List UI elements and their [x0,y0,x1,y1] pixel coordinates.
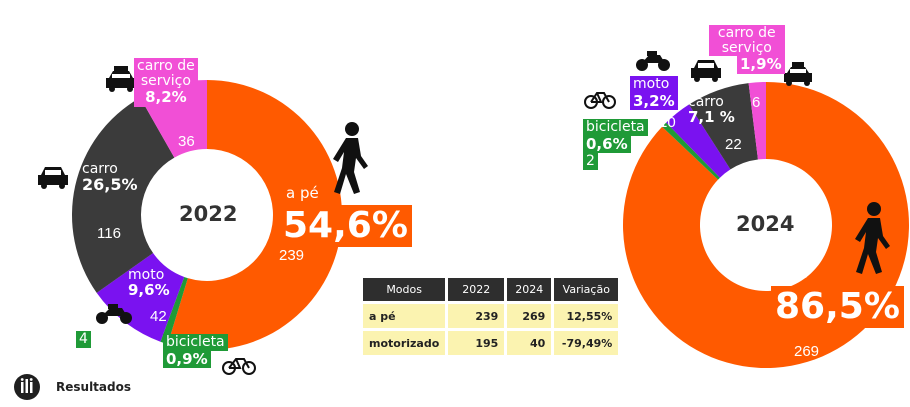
label-text: serviço [140,72,191,89]
column-header: 2022 [448,278,505,301]
slice-count: 6 [752,94,761,111]
comparison-table: Modos 2022 2024 Variação a pé 239 269 12… [360,275,621,358]
donut-slice-carro [71,97,175,293]
donut-slice-moto [666,104,731,178]
donut-slice-moto [96,253,185,342]
table-cell: 239 [448,304,505,328]
slice-label-a-pe: a pé [775,264,808,282]
column-header: Modos [363,278,446,301]
slice-percent: 7,1 % [688,107,735,126]
label-text: moto [630,76,678,93]
slice-count: 36 [178,133,195,150]
bicycle-icon [222,358,256,375]
slice-count: 239 [279,247,305,264]
slice-percent: 9,6% [128,280,170,299]
slice-count: 42 [150,308,167,325]
footer-title: Resultados [56,380,131,394]
table-cell: 12,55% [554,304,619,328]
donut-center-year: 2024 [736,212,795,236]
results-logo-icon [14,374,40,400]
label-text: moto [128,267,165,283]
pedestrian-icon [333,122,368,194]
slice-percent: 54,6% [279,205,412,247]
table-header-row: Modos 2022 2024 Variação [363,278,619,301]
label-text: carro [82,161,118,177]
slice-percent: 26,5% [82,174,138,194]
table-cell: motorizado [363,331,446,355]
slice-label-carro-de-servico: carro de serviço 1,9% [709,25,785,75]
label-text: carro de [137,58,195,74]
taxi-icon [106,66,136,92]
slice-label-a-pe: a pé [286,184,319,202]
table-row: a pé 239 269 12,55% [363,304,619,328]
table-cell: a pé [363,304,446,328]
slice-label-moto: moto 3,2% [630,76,678,111]
donut-slice-bicicleta [160,276,188,345]
slice-count: 4 [76,331,91,348]
slice-percent: 86,5% [771,286,904,328]
pedestrian-icon [855,202,890,274]
label-text: bicicleta [583,119,648,136]
donut-slice-carro [688,83,758,170]
slice-label-bicicleta: bicicleta 0,6% 2 [583,119,648,171]
slice-percent-a-pe: 54,6% [279,205,412,247]
table-cell: 269 [507,304,552,328]
label-text: carro de [717,25,776,41]
slice-count: 2 [583,153,598,171]
slice-label-moto: moto 9,6% [128,268,170,298]
slice-count: 116 [97,225,121,242]
footer: Resultados [14,374,131,400]
slice-label-carro-de-servico: carro de serviço 8,2% [134,58,198,108]
slice-label-carro: carro 26,5% [82,162,138,193]
donut-center-year: 2022 [179,202,238,226]
slice-label-bicicleta: bicicleta 0,9% [163,334,228,369]
slice-count: 269 [794,343,820,360]
slice-count: 22 [725,136,742,153]
table-cell: 195 [448,331,505,355]
slice-percent: 1,9% [737,56,785,75]
slice-count: 10 [659,114,676,131]
slice-percent: 8,2% [134,89,198,108]
donut-slice-a-pe [167,80,343,350]
donut-slice-bicicleta [662,122,720,180]
slice-count-bicicleta: 4 [76,331,91,348]
table-cell: -79,49% [554,331,619,355]
donut-slice-carro-de-servico [748,82,766,160]
column-header: Variação [554,278,619,301]
slice-percent: 3,2% [630,92,678,111]
slice-label-carro: carro 7,1 % [688,95,735,125]
slice-percent-a-pe: 86,5% [771,286,904,328]
column-header: 2024 [507,278,552,301]
slice-percent: 0,6% [583,135,631,154]
car-icon [691,60,721,82]
motorcycle-icon [636,51,670,71]
table-cell: 40 [507,331,552,355]
taxi-icon [784,62,812,86]
label-text: carro [688,94,724,110]
car-icon [38,167,68,189]
bicycle-icon [584,92,616,109]
label-text: bicicleta [163,334,228,351]
table-row: motorizado 195 40 -79,49% [363,331,619,355]
slice-percent: 0,9% [163,350,211,369]
motorcycle-icon [96,304,132,324]
label-text: serviço [721,39,772,56]
